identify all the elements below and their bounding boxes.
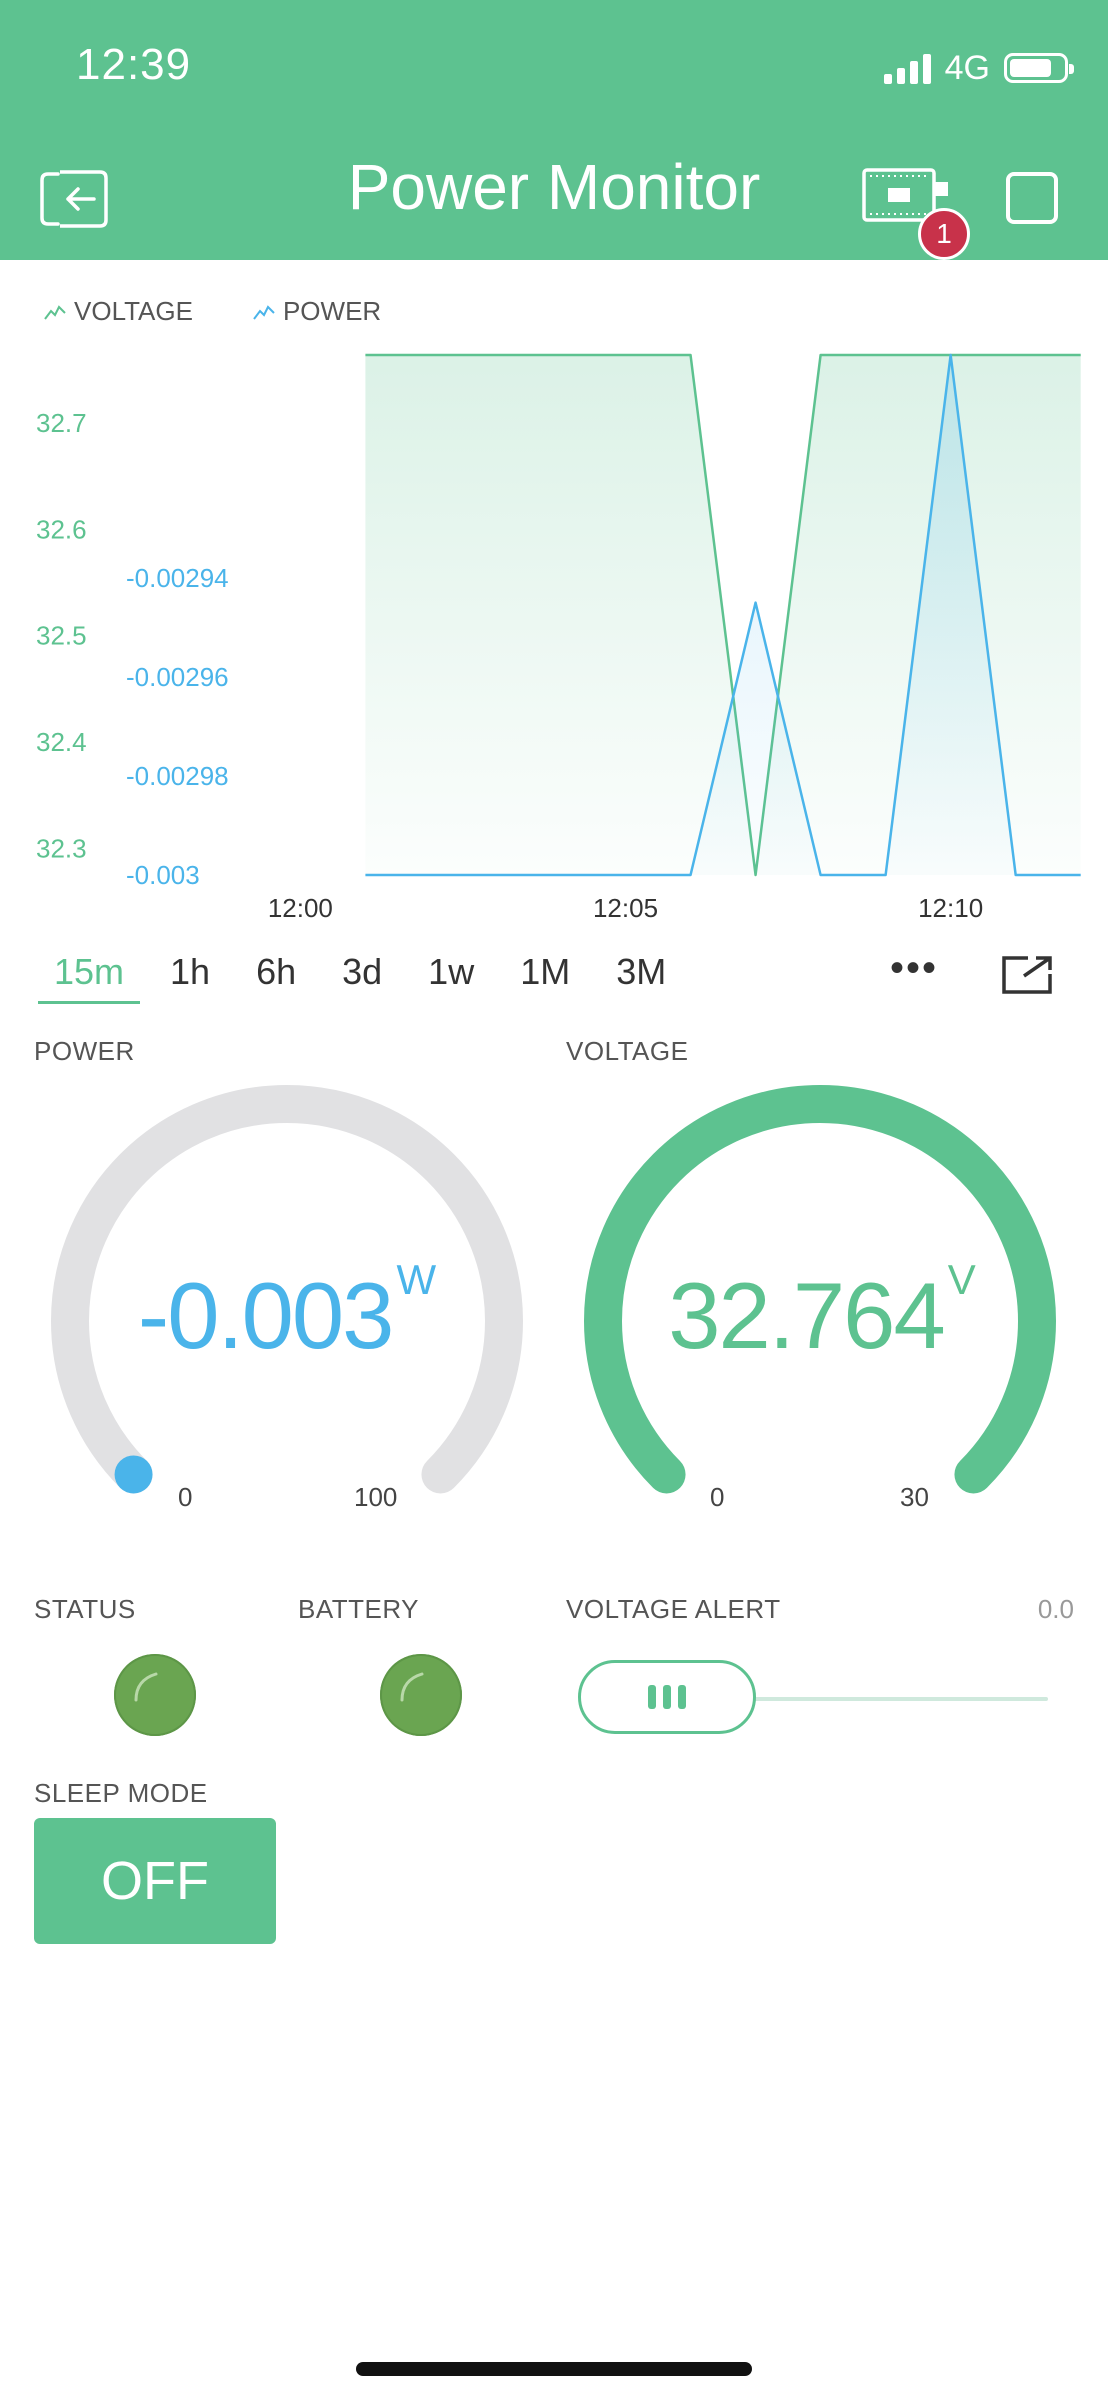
power-gauge-min: 0 [178,1482,193,1512]
range-tab-6h[interactable]: 6h [256,951,297,992]
battery-icon [1004,53,1074,83]
series-line-power [365,353,1081,877]
status-indicators: 4G [883,48,1074,88]
power-gauge-label: POWER [34,1036,135,1066]
power-unit: W [396,1256,437,1303]
voltage-gauge-label: VOLTAGE [566,1036,689,1066]
voltage-gauge-min: 0 [710,1482,725,1512]
fullscreen-icon[interactable] [1000,954,1056,996]
more-icon[interactable]: ••• [890,946,939,990]
legend-voltage[interactable]: VOLTAGE [44,296,193,327]
history-chart[interactable]: 32.7 32.6 32.5 32.4 32.3 -0.00294 -0.00296 -0.… [0,330,1108,930]
home-indicator[interactable] [356,2362,752,2376]
x-tick: 12:05 [593,893,658,923]
status-label: STATUS [34,1594,136,1624]
notification-badge: 1 [918,208,970,260]
stop-icon[interactable] [1006,172,1058,224]
voltage-unit: V [947,1256,976,1303]
y-right-tick: -0.00294 [126,563,229,593]
y-right-tick: -0.003 [126,860,200,890]
page-title: Power Monitor [347,151,761,223]
y-left-tick: 32.3 [36,833,87,863]
y-left-tick: 32.7 [36,408,87,438]
legend-power-label: POWER [282,296,382,326]
legend-voltage-label: VOLTAGE [74,296,193,326]
range-tab-1M[interactable]: 1M [520,951,571,992]
power-gauge-max: 100 [354,1482,398,1512]
range-tab-3d[interactable]: 3d [342,951,383,992]
status-time: 12:39 [76,40,192,89]
y-right-tick: -0.00296 [126,662,229,692]
battery-label: BATTERY [298,1594,420,1624]
x-tick: 12:10 [918,893,983,923]
voltage-alert-label: VOLTAGE ALERT [566,1594,781,1624]
x-tick: 12:00 [268,893,333,923]
voltage-alert-slider-track[interactable] [700,1697,1048,1701]
voltage-gauge-max: 30 [900,1482,929,1512]
line-chart-icon [44,304,66,320]
range-tab-15m[interactable]: 15m [38,944,141,1004]
back-icon[interactable] [38,168,114,230]
power-gauge-value-wrap: -0.003W [0,1256,574,1370]
range-tab-1h[interactable]: 1h [170,951,211,992]
legend-power[interactable]: POWER [253,296,381,327]
y-right-tick: -0.00298 [126,761,229,791]
power-gauge [51,1085,523,1494]
device-icon[interactable] [862,166,952,226]
voltage-alert-slider-handle[interactable] [578,1660,756,1734]
voltage-alert-value: 0.0 [1037,1594,1074,1624]
voltage-value: 32.764 [668,1263,946,1368]
status-led [114,1654,196,1736]
voltage-gauge [584,1085,1056,1494]
signal-icon [883,52,931,84]
y-left-tick: 32.5 [36,621,87,651]
voltage-gauge-value-wrap: 32.764V [554,1256,1090,1370]
power-value: -0.003 [137,1263,395,1368]
range-tab-3M[interactable]: 3M [616,951,667,992]
sleep-mode-button[interactable]: OFF [34,1818,276,1944]
battery-led [380,1654,462,1736]
y-left-tick: 32.4 [36,727,87,757]
line-chart-icon [253,304,275,320]
y-left-tick: 32.6 [36,514,87,544]
range-tab-1w[interactable]: 1w [428,951,475,992]
chart-legend: VOLTAGE POWER [44,296,381,327]
time-range-tabs: 15m 1h 6h 3d 1w 1M 3M [38,944,682,1004]
network-type: 4G [944,48,990,87]
sleep-mode-label: SLEEP MODE [34,1778,208,1808]
